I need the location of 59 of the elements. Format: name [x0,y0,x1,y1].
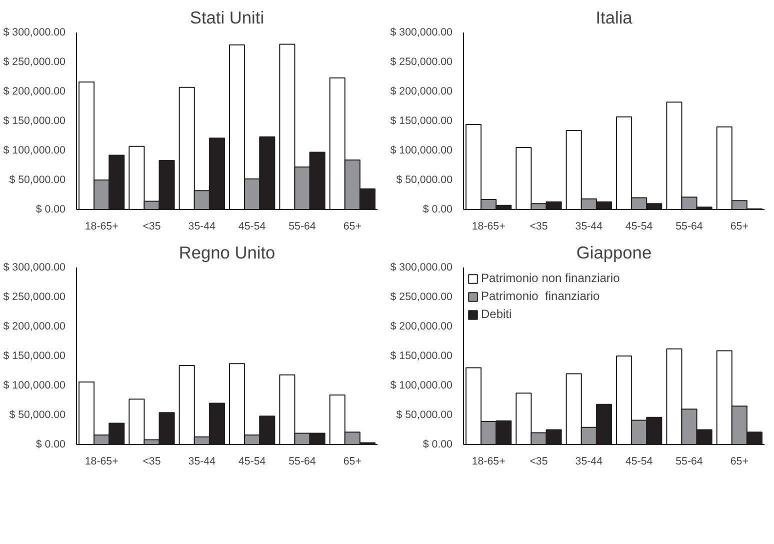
x-tick-label: 45-54 [625,220,653,232]
legend-label: Patrimonio non finanziario [481,271,620,285]
y-tick-label: $ 250,000.00 [390,56,453,68]
y-tick-label: $ 150,000.00 [3,115,66,127]
x-tick-label: 65+ [730,456,748,468]
y-tick-label: $ 300,000.00 [3,262,66,274]
x-tick-label: 65+ [730,220,748,232]
y-tick-label: $ 150,000.00 [3,350,66,362]
x-tick-label: 55-64 [676,220,703,232]
x-tick-label: 65+ [343,456,362,468]
y-tick-label: $ 0.00 [36,204,66,216]
x-tick-label: <35 [142,220,161,232]
x-tick-label: 55-64 [676,456,703,468]
y-tick-label: $ 150,000.00 [390,350,453,362]
x-tick-label: 18-65+ [84,220,118,232]
x-tick-label: 55-64 [288,456,316,468]
y-tick-label: $ 200,000.00 [390,86,453,98]
x-tick-label: 18-65+ [84,456,118,468]
x-tick-label: 45-54 [625,456,653,468]
x-tick-label: 55-64 [288,220,316,232]
legend-label: Debiti [481,307,512,321]
x-tick-label: 35-44 [575,456,603,468]
y-tick-label: $ 50,000.00 [396,174,453,186]
y-tick-label: $ 300,000.00 [390,26,453,38]
x-tick-label: <35 [530,456,548,468]
x-tick-label: 35-44 [188,456,216,468]
chart-title: Giappone [576,242,652,262]
legend-label: Patrimonio finanziario [481,289,600,303]
x-tick-label: 18-65+ [472,220,506,232]
y-tick-label: $ 250,000.00 [390,291,453,303]
y-tick-label: $ 0.00 [422,204,453,216]
y-tick-label: $ 50,000.00 [9,174,66,186]
chart-title: Stati Uniti [190,8,264,28]
y-tick-label: $ 250,000.00 [3,291,66,303]
y-tick-label: $ 50,000.00 [396,409,453,421]
y-tick-label: $ 250,000.00 [3,56,66,68]
y-tick-label: $ 50,000.00 [9,409,66,421]
y-tick-label: $ 100,000.00 [3,380,66,392]
y-tick-label: $ 100,000.00 [390,144,453,156]
chart-title: Regno Unito [178,242,276,262]
y-tick-label: $ 300,000.00 [390,262,453,274]
x-tick-label: 18-65+ [472,456,506,468]
y-tick-label: $ 300,000.00 [3,26,66,38]
x-tick-label: <35 [142,456,161,468]
y-tick-label: $ 100,000.00 [3,144,66,156]
x-tick-label: 45-54 [238,456,266,468]
y-tick-label: $ 0.00 [36,438,66,450]
x-tick-label: 45-54 [238,220,266,232]
y-tick-label: $ 150,000.00 [390,115,453,127]
y-tick-label: $ 0.00 [422,438,453,450]
y-tick-label: $ 200,000.00 [3,320,66,332]
y-tick-label: $ 100,000.00 [390,380,453,392]
y-tick-label: $ 200,000.00 [390,320,453,332]
y-tick-label: $ 200,000.00 [3,86,66,98]
x-tick-label: 35-44 [188,220,216,232]
x-tick-label: <35 [530,220,548,232]
x-tick-label: 35-44 [575,220,603,232]
x-tick-label: 65+ [343,220,362,232]
chart-title: Italia [596,8,633,28]
